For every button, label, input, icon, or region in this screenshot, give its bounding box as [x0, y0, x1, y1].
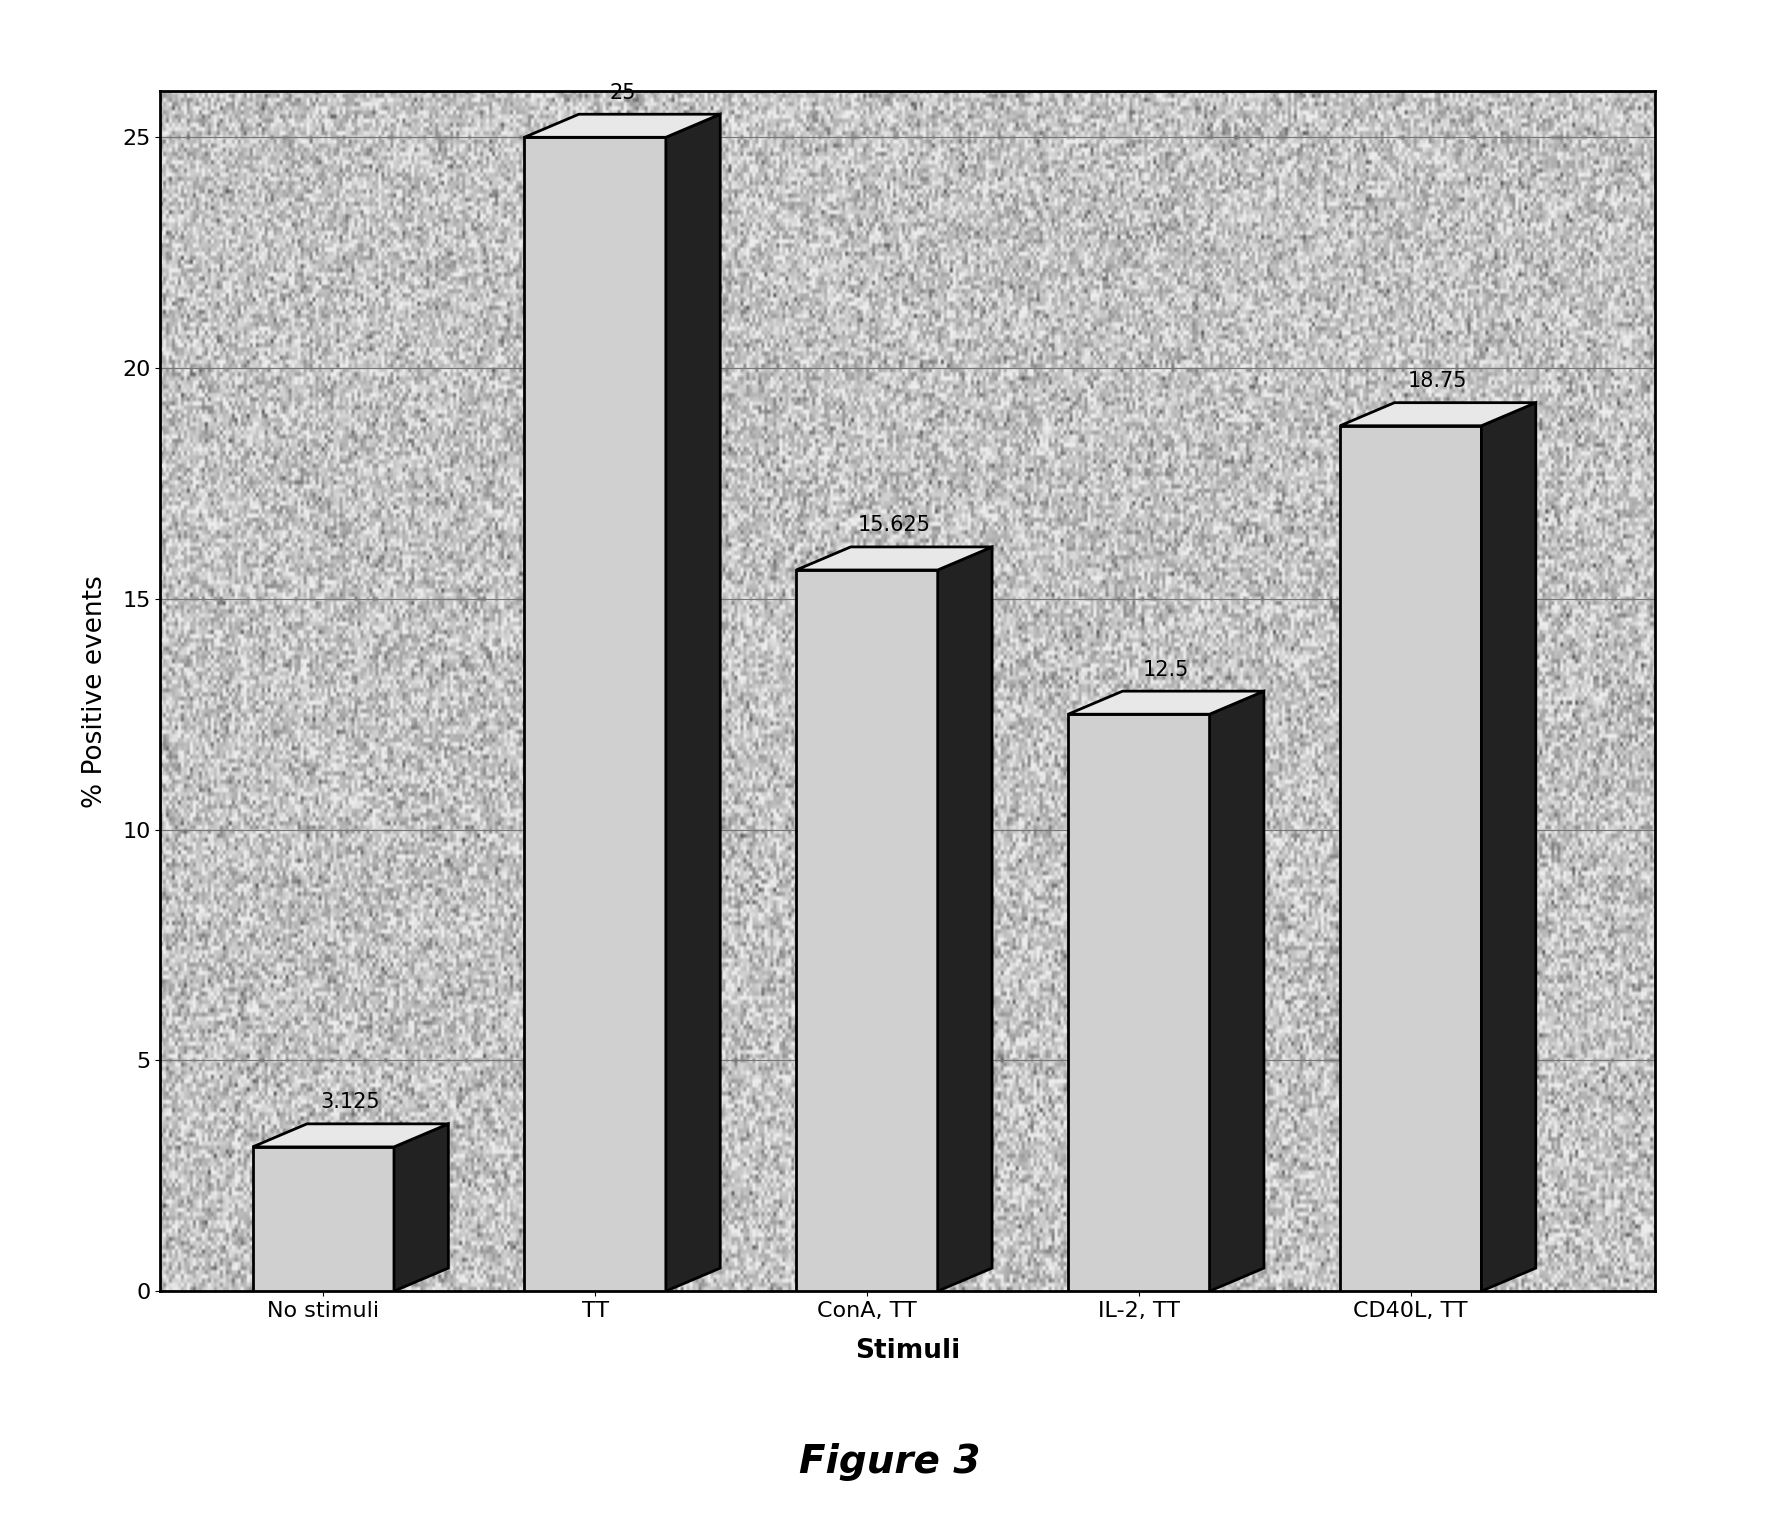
Polygon shape [1340, 425, 1481, 1291]
Polygon shape [1340, 403, 1536, 425]
Polygon shape [1068, 714, 1210, 1291]
Polygon shape [796, 570, 938, 1291]
Polygon shape [1068, 691, 1264, 714]
Polygon shape [253, 1147, 393, 1291]
Polygon shape [253, 1124, 449, 1147]
Text: 18.75: 18.75 [1408, 371, 1468, 390]
Polygon shape [525, 137, 666, 1291]
Text: 3.125: 3.125 [320, 1092, 381, 1112]
Polygon shape [938, 547, 991, 1291]
Polygon shape [666, 114, 721, 1291]
Polygon shape [1481, 403, 1536, 1291]
Text: Figure 3: Figure 3 [799, 1443, 981, 1481]
Polygon shape [796, 547, 991, 570]
Polygon shape [525, 114, 721, 137]
Text: 25: 25 [609, 82, 635, 103]
Polygon shape [393, 1124, 449, 1291]
X-axis label: Stimuli: Stimuli [854, 1338, 961, 1364]
Text: 15.625: 15.625 [858, 515, 931, 535]
Polygon shape [1210, 691, 1264, 1291]
Text: 12.5: 12.5 [1143, 659, 1189, 679]
Y-axis label: % Positive events: % Positive events [82, 574, 109, 808]
